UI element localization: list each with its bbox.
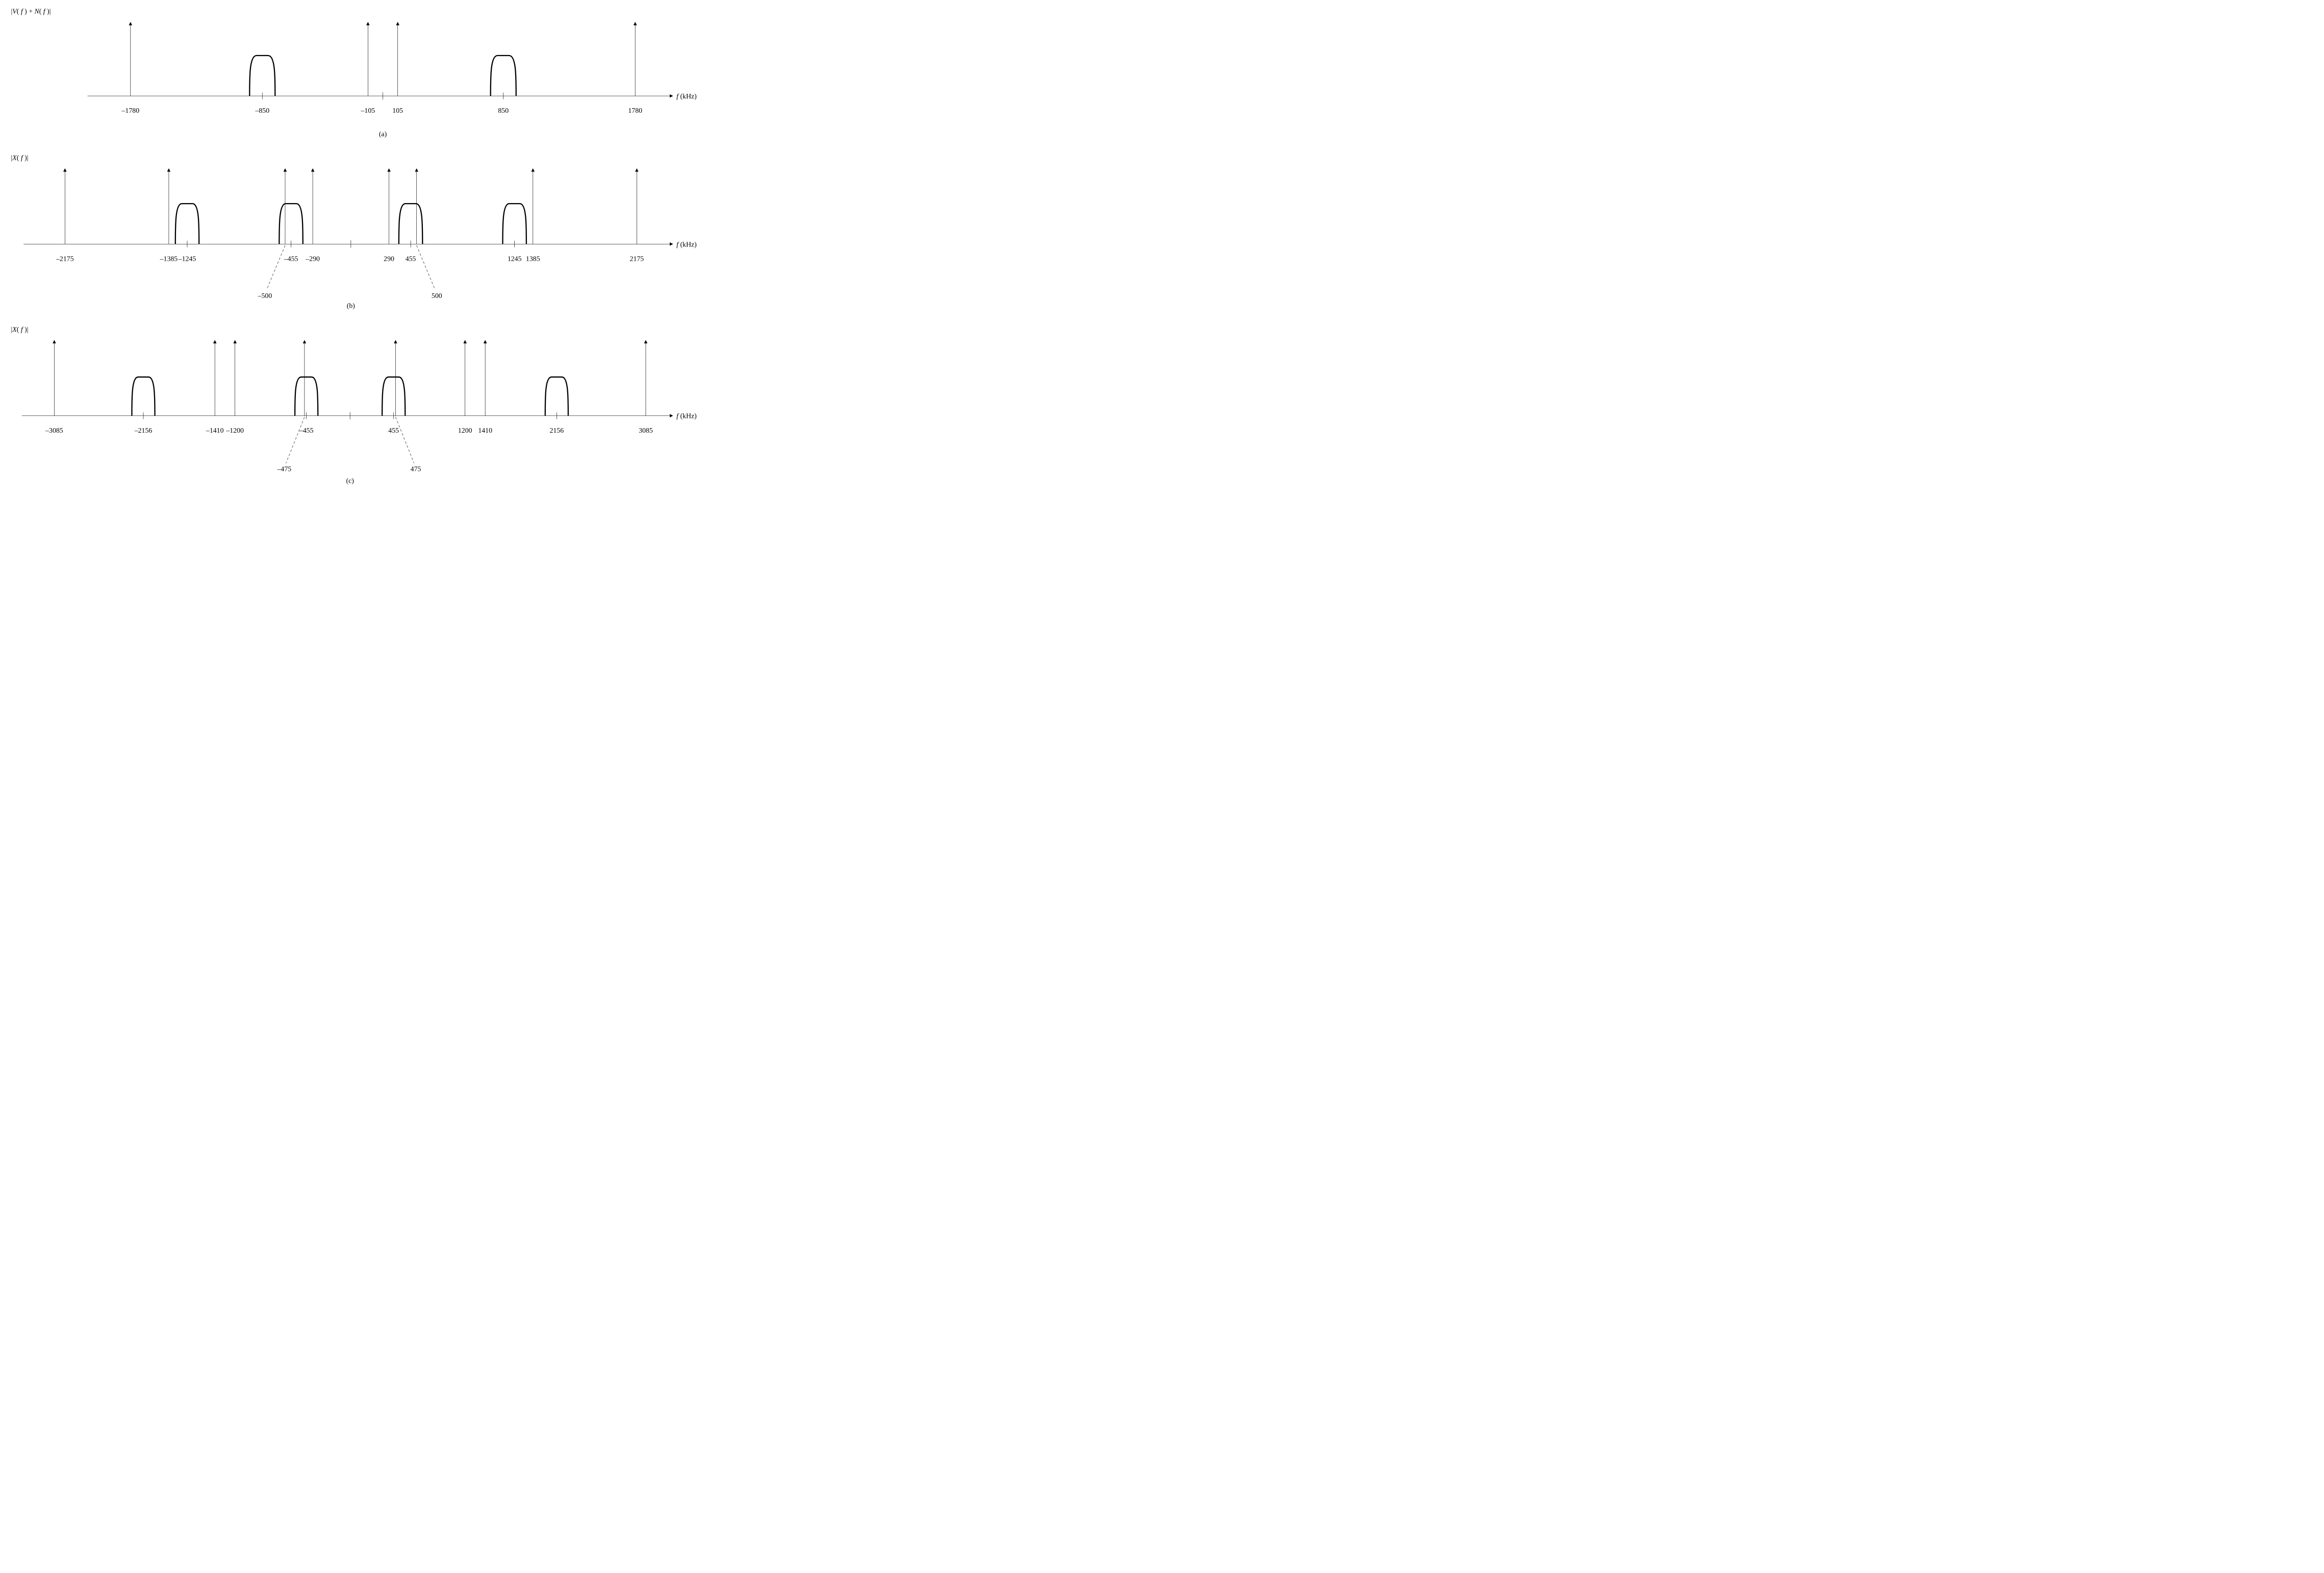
impulse-label-b-0: –2175 bbox=[56, 255, 74, 262]
y-axis-title-b: |X( f )| bbox=[11, 154, 28, 162]
x-axis-label-b: f (kHz) bbox=[676, 240, 697, 248]
bump-a-0 bbox=[249, 56, 275, 96]
impulse-label-a-2: 105 bbox=[392, 107, 403, 114]
impulse-label-b-5: 500 bbox=[432, 292, 442, 299]
bump-b-1 bbox=[279, 204, 302, 244]
bump-label-a-0: –850 bbox=[255, 107, 269, 114]
bump-b-2 bbox=[399, 204, 422, 244]
impulse-label-b-7: 2175 bbox=[630, 255, 644, 262]
impulse-label-c-4: 475 bbox=[411, 465, 421, 473]
impulse-label-a-1: –105 bbox=[360, 107, 375, 114]
bump-label-c-0: –2156 bbox=[134, 427, 153, 434]
panel-label-c: (c) bbox=[346, 477, 353, 485]
impulse-label-a-3: 1780 bbox=[628, 107, 642, 114]
impulse-label-c-1: –1410 bbox=[206, 427, 224, 434]
bump-c-3 bbox=[545, 377, 568, 416]
y-axis-title-a: |V( f ) + N( f )| bbox=[11, 7, 50, 15]
impulse-label-b-3: –290 bbox=[305, 255, 320, 262]
bump-label-c-2: 455 bbox=[388, 427, 399, 434]
bump-a-1 bbox=[491, 56, 516, 96]
impulse-leader-b-2 bbox=[267, 245, 285, 290]
impulse-label-a-0: –1780 bbox=[121, 107, 140, 114]
panel-label-b: (b) bbox=[347, 302, 355, 310]
bump-c-2 bbox=[382, 377, 405, 416]
impulse-label-c-6: 1410 bbox=[478, 427, 492, 434]
bump-b-0 bbox=[175, 204, 199, 244]
impulse-label-b-6: 1385 bbox=[526, 255, 540, 262]
x-axis-label-a: f (kHz) bbox=[676, 92, 697, 101]
bump-label-c-1: –455 bbox=[299, 427, 314, 434]
panel-label-a: (a) bbox=[379, 130, 387, 138]
impulse-leader-c-4 bbox=[395, 417, 414, 463]
impulse-label-b-4: 290 bbox=[384, 255, 394, 262]
impulse-label-b-1: –1385 bbox=[160, 255, 178, 262]
impulse-label-c-5: 1200 bbox=[458, 427, 472, 434]
bump-c-0 bbox=[132, 377, 155, 416]
impulse-leader-c-3 bbox=[286, 417, 305, 463]
bump-label-b-1: –455 bbox=[284, 255, 298, 262]
bump-b-3 bbox=[502, 204, 526, 244]
bump-label-a-1: 850 bbox=[498, 107, 509, 114]
impulse-label-c-2: –1200 bbox=[225, 427, 244, 434]
bump-c-1 bbox=[295, 377, 318, 416]
x-axis-label-c: f (kHz) bbox=[676, 412, 697, 420]
y-axis-title-c: |X( f )| bbox=[11, 326, 28, 334]
impulse-label-c-0: –3085 bbox=[45, 427, 63, 434]
impulse-label-c-3: –475 bbox=[276, 465, 291, 473]
impulse-label-c-7: 3085 bbox=[639, 427, 653, 434]
bump-label-b-3: 1245 bbox=[508, 255, 522, 262]
bump-label-b-0: –1245 bbox=[178, 255, 196, 262]
impulse-label-b-2: –500 bbox=[258, 292, 272, 299]
bump-label-c-3: 2156 bbox=[550, 427, 564, 434]
bump-label-b-2: 455 bbox=[406, 255, 416, 262]
impulse-leader-b-5 bbox=[417, 245, 435, 290]
